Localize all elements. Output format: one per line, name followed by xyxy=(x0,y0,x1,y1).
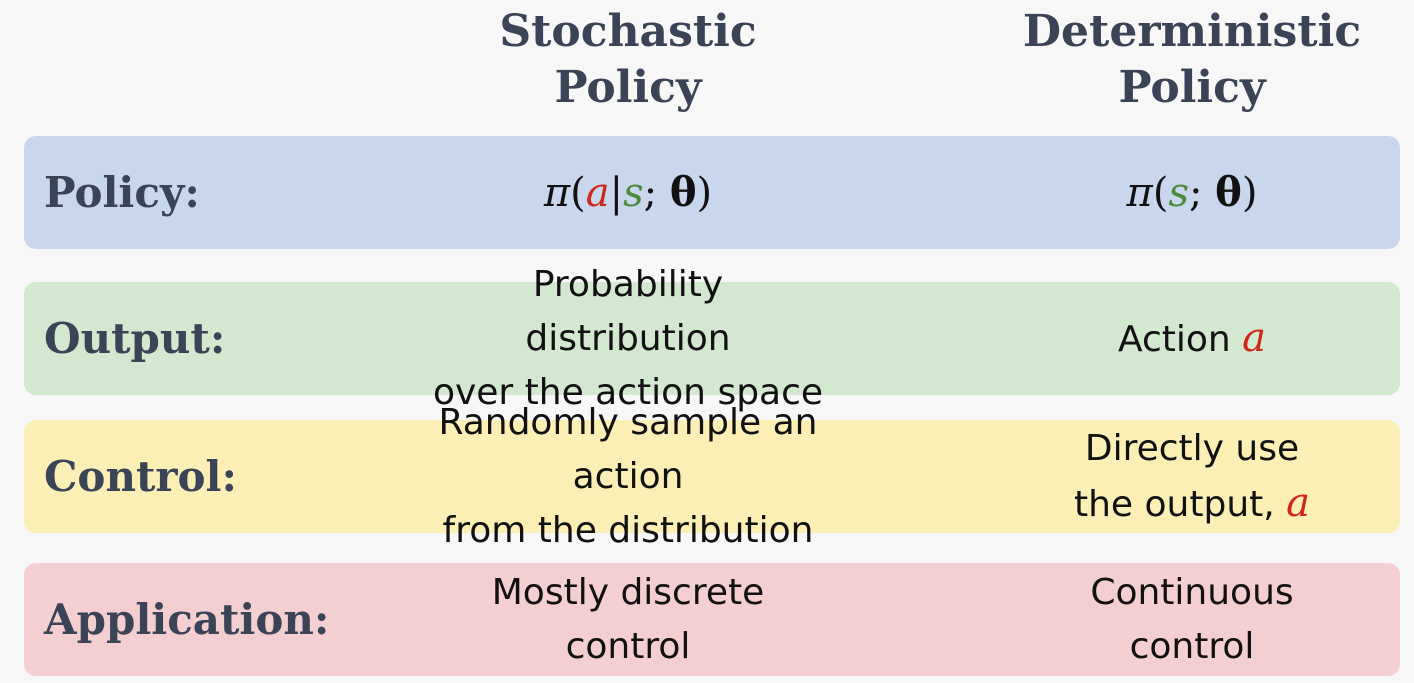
output-row-label: Output: xyxy=(44,314,226,363)
policy-row-label: Policy: xyxy=(44,168,200,217)
stochastic-output-line2: over the action space xyxy=(432,371,824,413)
semicolon: ; xyxy=(643,169,658,216)
stochastic-control-line2: from the distribution xyxy=(442,509,814,551)
control-row: Control: Randomly sample an action from … xyxy=(24,402,1400,551)
action-variable: a xyxy=(1286,479,1311,526)
close-paren: ) xyxy=(696,169,713,216)
conditional-bar: | xyxy=(609,169,624,216)
policy-row: Policy: π(a|s; θ) π(s; θ) xyxy=(24,136,1400,249)
stochastic-control-cell: Randomly sample an action from the distr… xyxy=(428,402,828,551)
state-variable: s xyxy=(1168,169,1189,216)
deterministic-output-text: Action xyxy=(1117,318,1231,360)
deterministic-control-line2: the output, a xyxy=(1074,476,1310,532)
stochastic-header-line2: Policy xyxy=(554,62,702,113)
deterministic-application-line1: Continuous xyxy=(1090,571,1294,613)
stochastic-application-line2: control xyxy=(565,625,691,667)
stochastic-header-line1: Stochastic xyxy=(499,6,757,57)
close-paren: ) xyxy=(1241,169,1258,216)
deterministic-header-line2: Policy xyxy=(1118,62,1266,113)
output-row: Output: Probability distribution over th… xyxy=(24,264,1400,413)
deterministic-output-line: Action a xyxy=(1118,311,1266,367)
stochastic-policy-formula: π(a|s; θ) xyxy=(428,136,828,249)
deterministic-policy-header: Deterministic Policy xyxy=(992,0,1392,120)
deterministic-output-cell: Action a xyxy=(992,282,1392,395)
stochastic-output-cell: Probability distribution over the action… xyxy=(428,264,828,413)
deterministic-application-cell: Continuous control xyxy=(992,563,1392,676)
theta-parameter: θ xyxy=(1215,168,1242,216)
deterministic-header-line1: Deterministic xyxy=(1022,6,1362,57)
stochastic-application-cell: Mostly discrete control xyxy=(428,563,828,676)
deterministic-control-cell: Directly use the output, a xyxy=(992,420,1392,533)
application-row: Application: Mostly discrete control Con… xyxy=(24,563,1400,676)
stochastic-output-line1: Probability distribution xyxy=(525,263,731,359)
deterministic-control-text: the output, xyxy=(1073,483,1275,525)
stochastic-application-line1: Mostly discrete xyxy=(491,571,765,613)
pi-symbol: π xyxy=(543,169,571,216)
state-variable: s xyxy=(623,169,644,216)
control-row-label: Control: xyxy=(44,452,237,501)
action-variable: a xyxy=(585,169,610,216)
deterministic-control-line1: Directly use xyxy=(1084,427,1300,469)
stochastic-formula: π(a|s; θ) xyxy=(544,166,712,220)
open-paren: ( xyxy=(570,169,586,216)
deterministic-formula: π(s; θ) xyxy=(1127,166,1258,220)
open-paren: ( xyxy=(1152,169,1169,216)
application-row-label: Application: xyxy=(44,595,330,644)
deterministic-policy-formula: π(s; θ) xyxy=(992,136,1392,249)
theta-parameter: θ xyxy=(669,168,697,216)
action-variable: a xyxy=(1242,314,1267,361)
deterministic-application-line2: control xyxy=(1129,625,1255,667)
stochastic-policy-header: Stochastic Policy xyxy=(428,0,828,120)
pi-symbol: π xyxy=(1126,169,1153,216)
stochastic-control-line1: Randomly sample an action xyxy=(438,401,818,497)
semicolon: ; xyxy=(1188,169,1203,216)
